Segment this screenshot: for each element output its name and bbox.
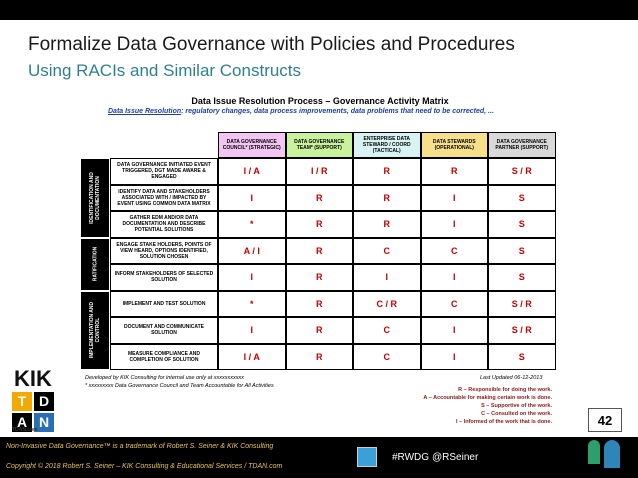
raci-cell: C <box>353 237 421 264</box>
footer-bar <box>0 437 638 478</box>
raci-cell: I / A <box>218 158 286 185</box>
raci-cell: R <box>353 158 421 185</box>
raci-cell: I <box>420 211 488 238</box>
people-icon <box>604 440 620 468</box>
raci-cell: R <box>285 264 353 291</box>
top-bar <box>0 0 638 20</box>
raci-cell: S <box>488 264 556 291</box>
tdan-site: TDAN.com <box>12 427 38 433</box>
legend-item: A – Accountable for making certain work … <box>423 395 552 401</box>
raci-cell: I <box>218 317 286 344</box>
raci-cell: C / R <box>353 290 421 317</box>
row-label: IDENTIFY DATA AND STAKEHOLDERS ASSOCIATE… <box>110 184 218 211</box>
group-label: IMPLEMENTATION AND CONTROL <box>89 302 101 359</box>
matrix: Data Issue Resolution Process – Governan… <box>80 90 560 435</box>
legend: R – Responsible for doing the work. A – A… <box>423 386 552 426</box>
raci-cell: R <box>285 237 353 264</box>
group-label: RATIFICATION <box>92 246 98 282</box>
raci-cell: C <box>420 290 488 317</box>
group-label: IDENTIFICATION AND DOCUMENTATION <box>89 171 101 224</box>
raci-cell: R <box>285 184 353 211</box>
copyright: Copyright © 2018 Robert S. Seiner – KIK … <box>6 463 283 470</box>
raci-cell: C <box>353 343 421 370</box>
row-label: DATA GOVERNANCE INITIATED EVENT TRIGGERE… <box>110 158 218 185</box>
legend-item: R – Responsible for doing the work. <box>458 387 552 393</box>
tdan-letter: N <box>34 413 54 432</box>
subtitle-label: Data Issue Resolution <box>108 108 182 115</box>
row-label: ENGAGE STAKE HOLDERS, POINTS OF VIEW HEA… <box>110 237 218 264</box>
raci-cell: S / R <box>488 290 556 317</box>
group-cell: RATIFICATION <box>80 237 110 291</box>
row-label: GATHER EDM AND/OR DATA DOCUMENTATION AND… <box>110 211 218 238</box>
tdan-letter: D <box>34 392 54 411</box>
twitter-icon <box>357 447 377 467</box>
row-label: IMPLEMENT AND TEST SOLUTION <box>110 290 218 317</box>
column-header: DATA GOVERNANCE TEAM* (SUPPORT) <box>285 132 353 158</box>
row-label: INFORM STAKEHOLDERS OF SELECTED SOLUTION <box>110 264 218 291</box>
column-header: DATA GOVERNANCE PARTNER (SUPPORT) <box>488 132 556 158</box>
raci-cell: I <box>218 184 286 211</box>
column-header: ENTERPRISE DATA STEWARD / COORD (TACTICA… <box>353 132 421 158</box>
tdan-letter: T <box>12 392 32 411</box>
handle: @RSeiner <box>432 452 479 463</box>
raci-cell: I / R <box>285 158 353 185</box>
raci-cell: S <box>488 237 556 264</box>
note: * xxxxxxxxx Data Governance Council and … <box>85 383 274 389</box>
matrix-subtitle: Data Issue Resolution: regulatory change… <box>108 108 494 115</box>
group-cell: IDENTIFICATION AND DOCUMENTATION <box>80 158 110 238</box>
trademark: Non-Invasive Data Governance™ is a trade… <box>6 443 274 450</box>
note: Developed by KIK Consulting for internal… <box>85 375 244 381</box>
raci-cell: S <box>488 211 556 238</box>
kik-logo: KIK <box>14 366 52 391</box>
raci-cell: I <box>420 264 488 291</box>
subtitle-text: : regulatory changes, data process impro… <box>181 108 494 115</box>
row-label: DOCUMENT AND COMMUNICATE SOLUTION <box>110 317 218 344</box>
column-header: DATA STEWARDS (OPERATIONAL) <box>420 132 488 158</box>
updated: Last Updated 06-12-2013 <box>480 375 543 381</box>
raci-cell: I / A <box>218 343 286 370</box>
raci-cell: S <box>488 184 556 211</box>
row-label: MEASURE COMPLIANCE AND COMPLETION OF SOL… <box>110 343 218 370</box>
raci-cell: I <box>218 264 286 291</box>
tdan-letter: A <box>12 413 32 432</box>
legend-item: S – Supportive of the work. <box>481 403 552 409</box>
raci-cell: I <box>420 184 488 211</box>
slide-subtitle: Using RACIs and Similar Constructs <box>28 61 302 80</box>
raci-cell: R <box>285 211 353 238</box>
raci-cell: I <box>420 343 488 370</box>
raci-cell: S <box>488 343 556 370</box>
raci-cell: R <box>353 211 421 238</box>
raci-cell: R <box>285 317 353 344</box>
raci-cell: * <box>218 290 286 317</box>
raci-cell: C <box>420 237 488 264</box>
raci-cell: * <box>218 211 286 238</box>
raci-cell: I <box>353 264 421 291</box>
matrix-title: Data Issue Resolution Process – Governan… <box>191 96 449 106</box>
raci-cell: C <box>353 317 421 344</box>
raci-cell: R <box>285 343 353 370</box>
raci-cell: R <box>285 290 353 317</box>
raci-cell: S / R <box>488 317 556 344</box>
legend-item: C – Consulted on the work. <box>481 411 552 417</box>
raci-cell: R <box>353 184 421 211</box>
people-icon <box>588 440 600 464</box>
column-header: DATA GOVERNANCE COUNCIL* (STRATEGIC) <box>218 132 286 158</box>
raci-cell: S / R <box>488 158 556 185</box>
page-number: 42 <box>588 408 622 432</box>
raci-cell: A / I <box>218 237 286 264</box>
raci-cell: I <box>420 317 488 344</box>
group-cell: IMPLEMENTATION AND CONTROL <box>80 290 110 370</box>
legend-item: I – Informed of the work that is done. <box>456 419 552 425</box>
slide-title: Formalize Data Governance with Policies … <box>28 34 515 55</box>
hashtag: #RWDG <box>392 452 430 463</box>
raci-cell: R <box>420 158 488 185</box>
